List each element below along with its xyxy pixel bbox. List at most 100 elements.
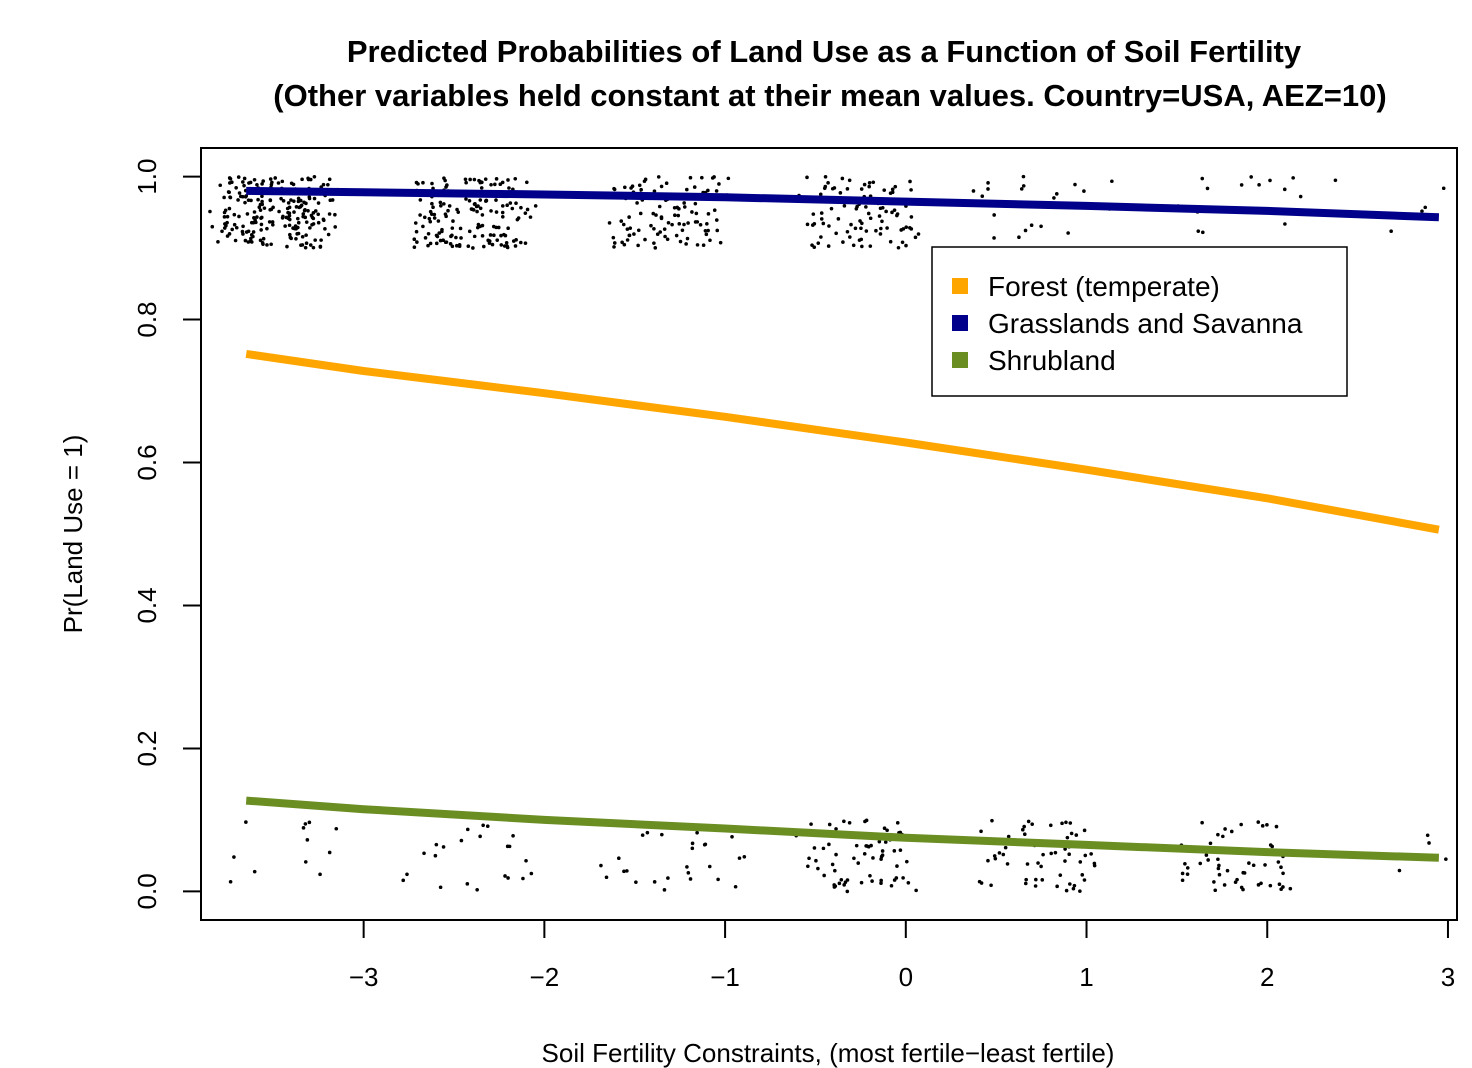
data-point — [506, 226, 510, 231]
data-point — [519, 240, 523, 245]
data-point — [478, 206, 483, 211]
data-point — [806, 864, 810, 869]
data-point — [273, 176, 278, 180]
data-point — [1063, 847, 1067, 851]
data-point — [866, 211, 871, 216]
data-point — [456, 210, 461, 214]
data-point — [1425, 833, 1430, 838]
data-point — [294, 205, 299, 209]
data-point — [1021, 184, 1026, 188]
data-point — [316, 212, 321, 217]
data-point — [908, 179, 912, 184]
data-point — [529, 871, 534, 876]
data-point — [510, 206, 515, 211]
data-point — [227, 206, 232, 211]
data-point — [514, 238, 518, 242]
data-point — [450, 226, 455, 230]
data-point — [992, 854, 997, 858]
data-point — [812, 846, 817, 850]
data-point — [834, 852, 838, 857]
data-point — [269, 182, 274, 187]
data-point — [313, 238, 317, 242]
data-point — [1074, 833, 1079, 837]
data-point — [710, 176, 715, 180]
data-point — [826, 244, 831, 248]
data-point — [483, 177, 488, 181]
data-point — [287, 223, 292, 228]
data-point — [459, 838, 464, 843]
data-point — [821, 846, 826, 851]
data-point — [1198, 861, 1203, 866]
data-point — [236, 175, 241, 179]
data-point — [220, 229, 224, 234]
data-point — [262, 206, 267, 210]
data-point — [869, 843, 873, 848]
data-point — [316, 220, 321, 225]
data-point — [1333, 178, 1338, 183]
data-point — [464, 197, 468, 201]
data-point — [892, 208, 897, 212]
data-point — [457, 243, 462, 247]
data-point — [319, 238, 323, 242]
data-point — [267, 220, 272, 224]
data-point — [807, 856, 811, 861]
data-point — [705, 222, 709, 226]
data-point — [832, 186, 837, 190]
data-point — [880, 853, 885, 858]
data-point — [208, 209, 212, 214]
data-point — [233, 238, 238, 243]
data-point — [677, 207, 681, 211]
data-point — [507, 186, 511, 190]
data-point — [1223, 827, 1227, 831]
data-point — [730, 835, 734, 839]
data-point — [251, 230, 256, 234]
data-point — [496, 225, 501, 230]
data-point — [1441, 186, 1446, 191]
data-point — [842, 819, 846, 824]
data-point — [246, 198, 251, 202]
data-point — [228, 195, 232, 199]
data-point — [1066, 231, 1070, 235]
data-point — [312, 174, 317, 179]
data-point — [672, 205, 677, 210]
data-point — [1239, 822, 1243, 827]
data-point — [1058, 873, 1063, 877]
data-point — [629, 186, 633, 190]
data-point — [877, 214, 882, 218]
data-point — [508, 201, 513, 205]
data-point — [1020, 827, 1025, 832]
data-point — [686, 871, 691, 875]
data-point — [607, 221, 612, 225]
data-point — [812, 221, 817, 226]
data-point — [490, 242, 495, 247]
data-point — [871, 856, 875, 860]
data-point — [678, 239, 683, 244]
data-point — [1217, 863, 1221, 868]
data-point — [832, 885, 837, 889]
data-point — [706, 188, 710, 193]
x-tick-label: 3 — [1441, 962, 1455, 992]
y-tick-label: 0.0 — [132, 873, 162, 909]
data-point — [666, 220, 671, 225]
data-point — [1204, 853, 1209, 857]
data-point — [1078, 889, 1082, 893]
y-axis-label: Pr(Land Use = 1) — [58, 435, 88, 634]
data-point — [868, 873, 872, 878]
data-point — [269, 242, 273, 247]
data-point — [904, 225, 909, 229]
data-point — [280, 216, 285, 220]
data-point — [244, 820, 248, 824]
data-point — [864, 205, 868, 209]
data-point — [430, 201, 434, 206]
data-point — [225, 214, 230, 219]
data-point — [216, 240, 220, 244]
data-point — [485, 824, 490, 828]
data-point — [280, 179, 285, 184]
data-point — [232, 222, 237, 227]
data-point — [499, 243, 504, 247]
data-point — [623, 185, 627, 190]
data-point — [625, 869, 629, 873]
data-point — [673, 213, 677, 218]
data-point — [662, 227, 667, 231]
data-point — [1082, 189, 1086, 193]
